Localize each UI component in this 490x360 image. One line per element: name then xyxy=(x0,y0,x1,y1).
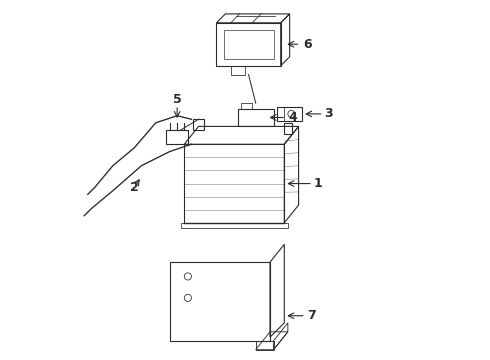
Text: 3: 3 xyxy=(325,107,333,120)
Text: 7: 7 xyxy=(307,309,316,322)
Text: 2: 2 xyxy=(130,181,139,194)
Text: 1: 1 xyxy=(314,177,322,190)
Text: 6: 6 xyxy=(303,38,312,51)
Text: 4: 4 xyxy=(289,111,297,124)
Text: 5: 5 xyxy=(173,93,181,106)
